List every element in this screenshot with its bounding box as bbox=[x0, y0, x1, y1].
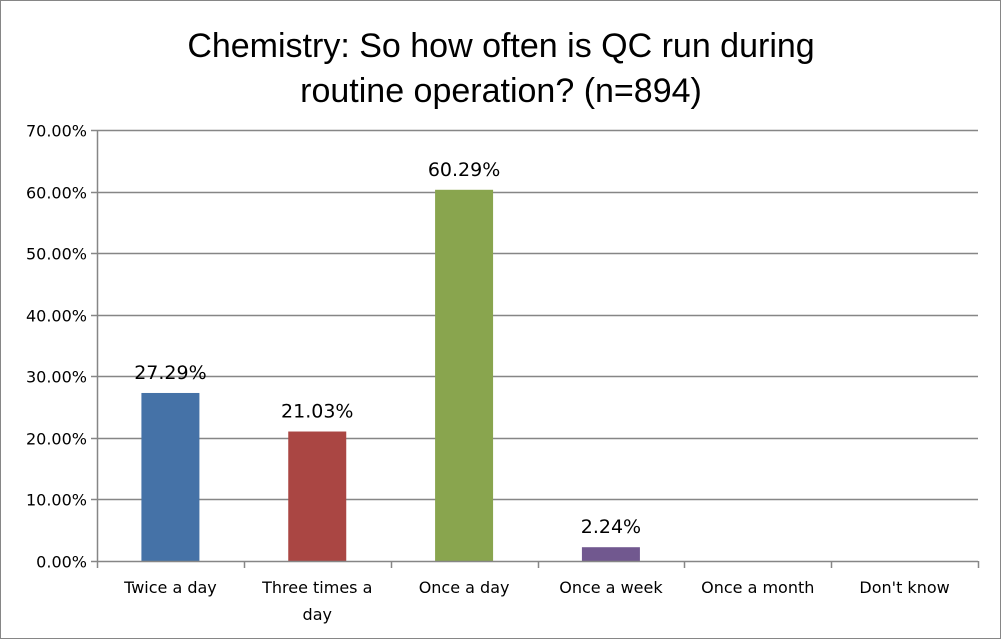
bar bbox=[288, 431, 347, 561]
y-tick-label: 40.00% bbox=[26, 307, 87, 326]
bar bbox=[435, 189, 494, 561]
x-tick-label: Twice a day bbox=[123, 578, 217, 597]
chart-title-line-1: Chemistry: So how often is QC run during bbox=[187, 27, 814, 65]
y-tick-label: 20.00% bbox=[26, 430, 87, 449]
y-tick-label: 0.00% bbox=[36, 553, 87, 572]
x-tick-label: Once a month bbox=[701, 578, 814, 597]
y-tick-label: 70.00% bbox=[26, 122, 87, 141]
y-tick-label: 60.00% bbox=[26, 184, 87, 203]
x-tick-label: day bbox=[303, 605, 332, 624]
data-label: 60.29% bbox=[428, 159, 500, 181]
y-tick-label: 30.00% bbox=[26, 368, 87, 387]
y-tick-label: 10.00% bbox=[26, 491, 87, 510]
chart-title-line-2: routine operation? (n=894) bbox=[300, 72, 702, 110]
x-tick-label: Don't know bbox=[859, 578, 949, 597]
bar bbox=[581, 547, 640, 561]
bar bbox=[141, 392, 200, 561]
x-tick-label: Once a day bbox=[419, 578, 510, 597]
data-label: 27.29% bbox=[134, 362, 206, 384]
x-tick-label: Three times a bbox=[261, 578, 372, 597]
y-tick-label: 50.00% bbox=[26, 245, 87, 264]
data-label: 2.24% bbox=[581, 516, 641, 538]
x-tick-label: Once a week bbox=[559, 578, 663, 597]
data-label: 21.03% bbox=[281, 401, 353, 423]
